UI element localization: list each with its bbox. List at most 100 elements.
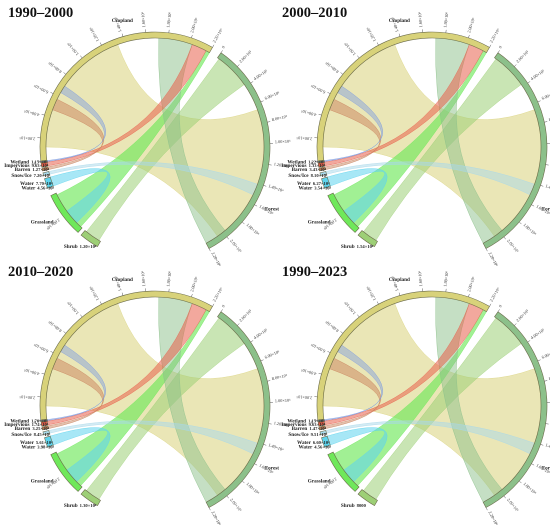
tick-mark — [540, 444, 544, 446]
tick-label: 2.00×10⁶ — [229, 238, 243, 254]
tick-mark — [226, 236, 229, 240]
tick-mark — [544, 380, 548, 382]
class-label-snow-ice: Snow/Ice — [11, 173, 32, 179]
class-label-water: Water — [21, 444, 36, 450]
tick-label: 1.40×10⁶ — [390, 16, 399, 33]
tick-label: 0 — [34, 161, 37, 166]
group-arc-cropland — [316, 290, 490, 421]
tick-label: 4.00×10⁵ — [530, 68, 546, 81]
group-arc-shrub — [80, 489, 101, 507]
class-label-water: Water — [298, 444, 313, 450]
group-arc-wetland — [317, 160, 325, 163]
tick-label: 2.00×10⁶ — [466, 276, 476, 293]
tick-mark — [514, 64, 517, 67]
class-label-snow-ice: Snow/Ice — [11, 432, 32, 438]
tick-label: 8.00×10⁵ — [47, 60, 63, 74]
tick-label: 1.60×10⁶ — [140, 11, 146, 28]
class-label-forest: Forest — [265, 207, 279, 213]
class-label-barren: Barren — [15, 167, 31, 173]
group-arc-wetland — [40, 419, 48, 422]
tick-mark — [260, 359, 264, 362]
class-value-label: 1.54×10⁴ — [357, 244, 374, 249]
tick-label: 0 — [221, 45, 226, 50]
tick-mark — [485, 507, 488, 511]
tick-label: 2.20×10⁶ — [210, 510, 222, 527]
tick-mark — [226, 495, 229, 499]
group-arc-water — [44, 435, 54, 448]
tick-mark — [537, 359, 541, 362]
group-arc-water — [44, 176, 54, 189]
tick-mark — [489, 303, 492, 307]
tick-label: 4.00×10⁵ — [300, 108, 317, 117]
tick-mark — [503, 236, 506, 240]
class-value-label: 9.63×10⁴ — [309, 422, 326, 427]
tick-label: 2.20×10⁶ — [489, 286, 501, 303]
tick-label: 8.00×10⁵ — [271, 373, 288, 381]
tick-mark — [327, 92, 331, 94]
tick-label: 8.00×10⁵ — [324, 60, 340, 74]
group-arc-cropland — [39, 290, 213, 421]
tick-mark — [485, 248, 488, 252]
tick-label: 0 — [34, 420, 37, 425]
tick-label: 2.00×10⁵ — [515, 308, 530, 323]
tick-label: 1.40×10⁶ — [390, 275, 399, 292]
group-arc-barren — [318, 425, 326, 431]
group-arc-shrub — [357, 230, 378, 248]
class-value-label: 1.47×10⁴ — [309, 426, 326, 431]
class-value-label: 1.33×10⁵ — [309, 163, 326, 168]
group-arc-barren — [318, 166, 326, 172]
class-label-forest: Forest — [265, 466, 279, 472]
tick-mark — [208, 248, 211, 252]
tick-label: 1.40×10⁶ — [113, 16, 122, 33]
tick-mark — [250, 81, 254, 84]
class-label-snow-ice: Snow/Ice — [288, 173, 309, 179]
tick-label: 2.20×10⁶ — [489, 27, 501, 44]
tick-mark — [398, 33, 401, 37]
group-arc-wetland — [317, 419, 325, 422]
tick-label: 1.80×10⁶ — [522, 481, 538, 495]
tick-label: 1.00×10⁶ — [275, 398, 291, 404]
panel-title: 2000–2010 — [282, 5, 347, 21]
class-label-shrub: Shrub — [64, 244, 78, 250]
tick-mark — [237, 64, 240, 67]
group-arc-grassland — [50, 451, 83, 492]
tick-mark — [340, 72, 344, 75]
tick-label: 1.80×10⁶ — [245, 222, 261, 236]
class-label-wetland: Wetland — [10, 419, 29, 425]
tick-label: 2.00×10⁶ — [189, 17, 199, 34]
tick-label: 1.00×10⁶ — [66, 41, 80, 57]
tick-mark — [531, 463, 535, 466]
tick-mark — [503, 495, 506, 499]
tick-mark — [267, 121, 271, 123]
tick-label: 0 — [498, 45, 503, 50]
tick-mark — [41, 114, 45, 116]
tick-label: 1.80×10⁶ — [165, 11, 172, 28]
tick-label: 6.00×10⁵ — [309, 342, 326, 354]
tick-label: 6.00×10⁵ — [264, 349, 281, 360]
chord-panel-3: 2010–202002.00×10⁵4.00×10⁵6.00×10⁵8.00×1… — [4, 264, 291, 527]
tick-label: 6.00×10⁵ — [309, 83, 326, 95]
group-arc-cropland — [39, 31, 213, 162]
group-arc-impervious — [40, 420, 49, 427]
tick-mark — [63, 72, 67, 75]
class-label-water: Water — [20, 181, 35, 187]
group-arc-impervious — [40, 161, 49, 168]
tick-mark — [527, 340, 531, 343]
tick-mark — [80, 314, 83, 318]
tick-mark — [540, 185, 544, 187]
tick-label: 1.40×10⁶ — [113, 275, 122, 292]
class-value-label: 8000 — [357, 503, 367, 508]
chord-panel-4: 1990–202302.00×10⁵4.00×10⁵6.00×10⁵8.00×1… — [281, 264, 550, 527]
class-label-grassland: Grassland — [308, 478, 331, 484]
class-value-label: 4.56×10⁴ — [314, 444, 331, 449]
tick-label: 2.00×10⁶ — [189, 276, 199, 293]
tick-label: 6.00×10⁵ — [264, 90, 281, 101]
class-label-wetland: Wetland — [10, 160, 29, 166]
tick-mark — [50, 351, 54, 353]
tick-mark — [212, 303, 215, 307]
tick-label: 2.00×10⁶ — [506, 497, 520, 513]
tick-mark — [191, 293, 193, 297]
tick-mark — [260, 100, 264, 103]
class-label-impervious: Impervious — [281, 422, 306, 428]
